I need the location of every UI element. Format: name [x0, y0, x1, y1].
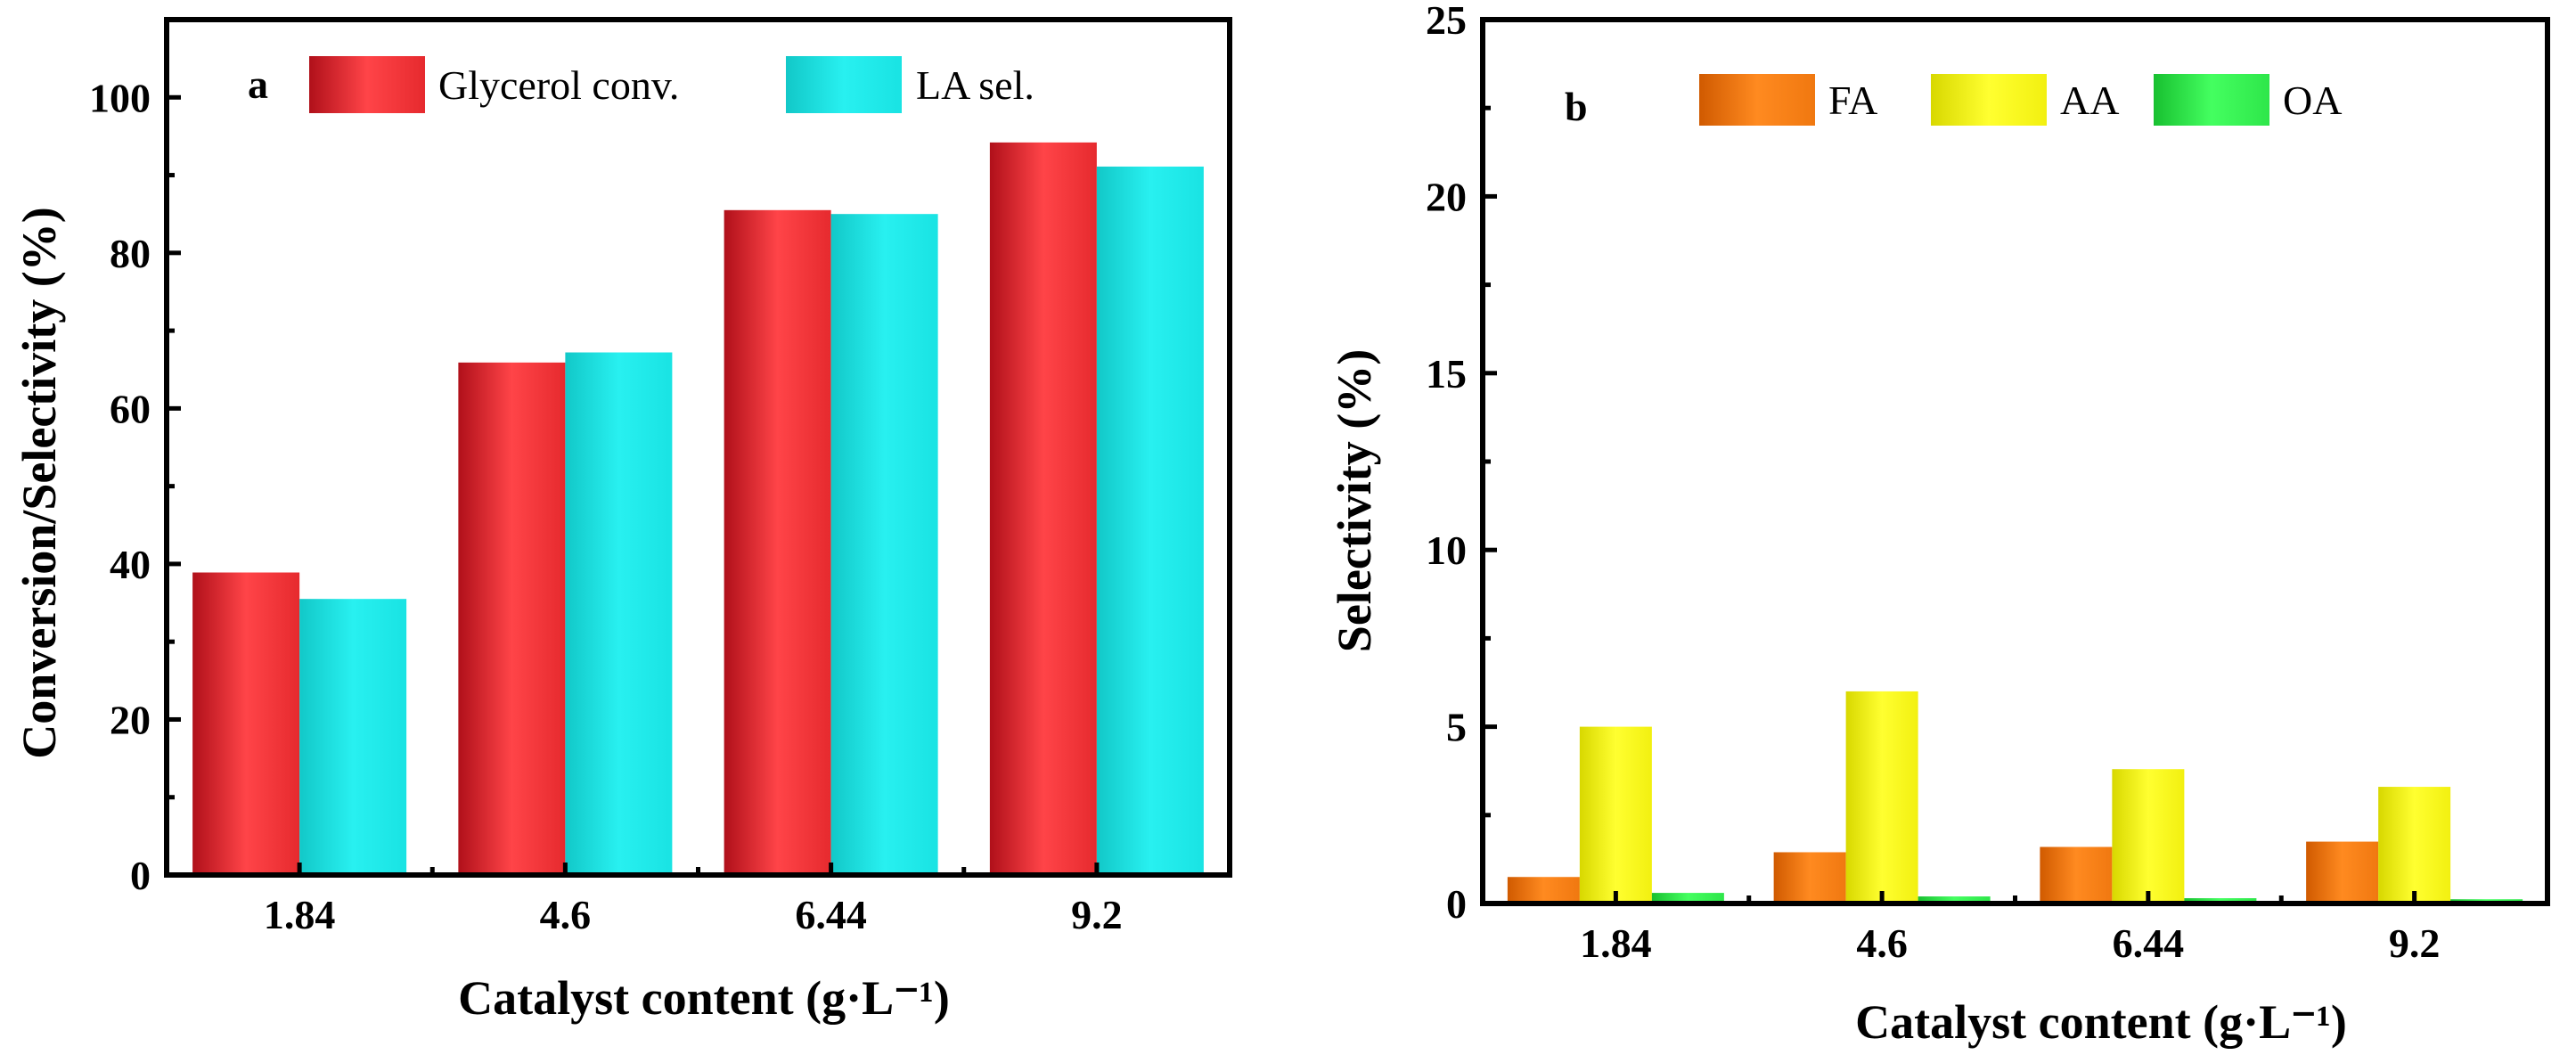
panel-b-letter: b — [1565, 84, 1588, 129]
panel-b-y-axis: 0 5 10 15 20 25 — [1426, 0, 1497, 927]
legend-label: OA — [2283, 78, 2342, 123]
panel-b-x-axis: 1.84 4.6 6.44 9.2 — [1580, 891, 2440, 966]
x-tick-label: 6.44 — [2113, 920, 2185, 966]
legend-label: LA sel. — [916, 62, 1034, 108]
y-tick-label: 10 — [1426, 527, 1467, 573]
bar-la-sel-1_84 — [299, 599, 407, 875]
y-tick-label: 20 — [1426, 174, 1467, 219]
bar-aa-1_84 — [1579, 726, 1652, 904]
bar-fa-1_84 — [1507, 877, 1580, 904]
bar-glycerol-conv-4_6 — [458, 362, 566, 875]
bar-aa-4_6 — [1845, 691, 1918, 904]
legend-swatch-glycerol-conv — [309, 56, 425, 113]
legend-label: FA — [1828, 78, 1877, 123]
legend-label: Glycerol conv. — [438, 62, 679, 108]
x-tick-label: 9.2 — [1071, 892, 1123, 937]
y-tick-label: 20 — [110, 697, 151, 742]
panel-b-bars — [1507, 691, 2523, 904]
panel-b-y-axis-title: Selectivity (%) — [1328, 349, 1381, 652]
panel-b-legend: FA AA OA — [1699, 74, 2342, 126]
panel-a-chart: 0 20 40 60 80 100 1.84 4.6 6.44 9.2 Glycerol con… — [12, 17, 1232, 1025]
x-tick-label: 9.2 — [2389, 920, 2441, 966]
bar-la-sel-9_2 — [1096, 166, 1204, 876]
bar-la-sel-4_6 — [565, 352, 673, 875]
bar-oa-1_84 — [1651, 893, 1724, 904]
panel-a-bars — [192, 142, 1204, 876]
y-tick-label: 60 — [110, 386, 151, 431]
y-tick-label: 25 — [1426, 0, 1467, 43]
bar-glycerol-conv-9_2 — [989, 142, 1097, 875]
panel-b-chart: 0 5 10 15 20 25 1.84 4.6 6.44 9.2 FA AA OA b Catal… — [1328, 0, 2550, 1049]
y-tick-label: 80 — [110, 231, 151, 276]
bar-aa-6_44 — [2112, 769, 2185, 904]
bar-fa-9_2 — [2306, 841, 2379, 904]
x-tick-label: 1.84 — [1580, 920, 1652, 966]
y-tick-label: 5 — [1446, 705, 1467, 750]
panel-a-y-axis: 0 20 40 60 80 100 — [89, 75, 181, 898]
x-tick-label: 6.44 — [795, 892, 867, 937]
bar-aa-9_2 — [2378, 787, 2451, 904]
panel-b-x-axis-title: Catalyst content (g·L⁻¹) — [1855, 995, 2347, 1049]
bar-la-sel-6_44 — [830, 214, 938, 875]
bar-glycerol-conv-6_44 — [724, 209, 831, 875]
legend-swatch-aa — [1931, 74, 2047, 126]
x-tick-label: 1.84 — [264, 892, 336, 937]
y-tick-label: 0 — [130, 853, 151, 898]
y-tick-label: 100 — [89, 75, 151, 120]
y-tick-label: 40 — [110, 542, 151, 587]
bar-glycerol-conv-1_84 — [192, 572, 300, 875]
panel-a-x-axis-title: Catalyst content (g·L⁻¹) — [458, 971, 950, 1025]
panel-a-legend: Glycerol conv. LA sel. — [309, 56, 1034, 113]
panel-a-y-axis-title: Conversion/Selectivity (%) — [12, 207, 66, 758]
legend-swatch-fa — [1699, 74, 1815, 126]
panel-a-letter: a — [248, 61, 268, 107]
bar-fa-4_6 — [1773, 852, 1846, 904]
panel-a-x-axis: 1.84 4.6 6.44 9.2 — [264, 863, 1123, 937]
legend-swatch-oa — [2154, 74, 2269, 126]
y-tick-label: 0 — [1446, 881, 1467, 927]
y-tick-label: 15 — [1426, 351, 1467, 397]
x-tick-label: 4.6 — [540, 892, 592, 937]
bar-oa-4_6 — [1918, 896, 1991, 904]
legend-label: AA — [2060, 78, 2119, 123]
bar-fa-6_44 — [2040, 846, 2113, 904]
x-tick-label: 4.6 — [1856, 920, 1908, 966]
legend-swatch-la-sel — [786, 56, 902, 113]
